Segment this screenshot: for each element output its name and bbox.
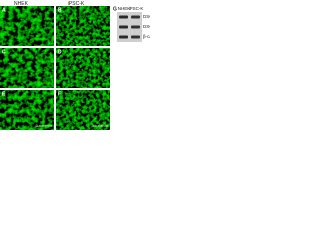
row-label: DSC3 (143, 14, 150, 19)
band (119, 15, 128, 19)
band (119, 35, 128, 39)
panel-label: D (58, 49, 62, 55)
micrograph (0, 6, 54, 46)
panel-caption: β-catenin (91, 123, 108, 128)
band (119, 25, 128, 29)
figure: NHEK iPSC-K A B C D Eβ-catenin Fβ-catenin G N… (0, 1, 150, 130)
micrograph (56, 48, 110, 88)
panel-label: A (2, 7, 6, 13)
column-header: iPSC-K (68, 1, 85, 7)
micrograph (0, 48, 54, 88)
panel-label: B (58, 7, 62, 13)
band (131, 35, 140, 39)
micrograph (0, 90, 54, 130)
panel-grid: A B C D Eβ-catenin Fβ-catenin (0, 6, 110, 130)
column-header: NHEK (14, 1, 29, 7)
panel-caption: β-catenin (35, 123, 52, 128)
row-label: DSG3 (143, 24, 150, 29)
band (131, 25, 140, 29)
band (131, 15, 140, 19)
lane-label: iPSC-K (129, 6, 144, 11)
panel-label: F (58, 91, 61, 97)
panel-label: C (2, 49, 6, 55)
panel-label: G (113, 6, 117, 12)
micrograph (56, 90, 110, 130)
blot-panel: G NHEK iPSC-K DSC3 DSG3 β-catenin (113, 6, 150, 42)
lane-label: NHEK (118, 6, 131, 11)
row-label: β-catenin (143, 34, 150, 39)
panel-label: E (2, 91, 6, 97)
micrograph (56, 6, 110, 46)
